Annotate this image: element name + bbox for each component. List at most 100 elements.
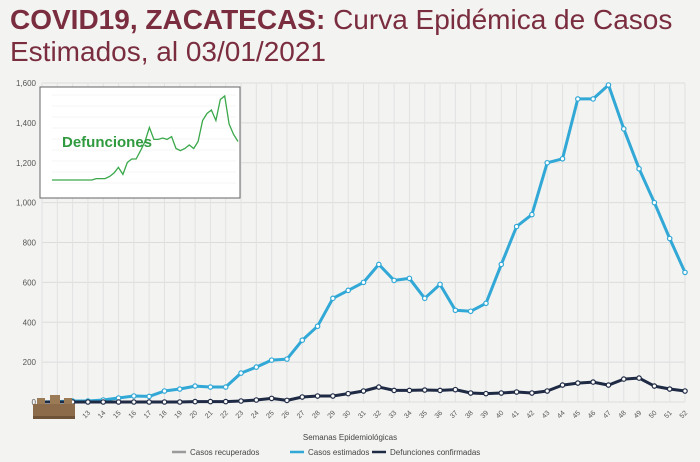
data-point (437, 281, 443, 288)
x-tick-label: 34 (403, 410, 414, 421)
data-point (222, 398, 229, 405)
x-tick-label: 18 (158, 410, 169, 421)
data-point (498, 261, 505, 268)
inset-grid (52, 94, 236, 184)
data-point (636, 165, 642, 172)
y-tick-label: 200 (23, 358, 37, 367)
data-point (498, 390, 505, 396)
x-tick-label: 52 (679, 410, 690, 421)
x-tick-label: 26 (281, 410, 292, 421)
x-tick-label: 33 (388, 410, 399, 421)
data-point (176, 386, 183, 392)
x-axis-label: Semanas Epidemiológicas (303, 433, 397, 442)
inset-defunciones-chart: Defunciones (39, 86, 241, 199)
data-point (360, 388, 367, 394)
data-point (406, 275, 413, 282)
x-tick-label: 40 (495, 410, 506, 421)
legend-label: Casos recuperados (190, 448, 259, 457)
data-point (391, 387, 397, 394)
data-point (620, 126, 627, 132)
data-point (467, 390, 474, 396)
y-tick-label: 1,400 (16, 119, 37, 128)
data-point (406, 387, 413, 394)
data-point (268, 357, 275, 363)
x-tick-label: 13 (82, 410, 93, 421)
x-tick-label: 48 (617, 410, 628, 421)
chart-series (39, 82, 688, 405)
data-point (452, 307, 459, 314)
data-point (636, 375, 642, 381)
data-point (284, 397, 290, 404)
x-tick-label: 22 (219, 410, 230, 421)
data-point (467, 308, 474, 315)
data-point (682, 388, 688, 394)
x-tick-label: 44 (556, 410, 567, 421)
y-tick-label: 0 (32, 398, 37, 407)
title-rest: Curva Epidémica de Casos Estimados, al 0… (10, 4, 673, 67)
inset-label: Defunciones (62, 134, 152, 151)
x-tick-label: 51 (663, 410, 674, 421)
data-point (268, 395, 275, 402)
y-tick-label: 400 (23, 318, 37, 327)
data-point (437, 387, 443, 394)
x-tick-label: 29 (327, 410, 338, 421)
x-tick-label: 45 (572, 410, 583, 421)
data-point (391, 277, 397, 284)
building-logo-icon (33, 395, 75, 419)
data-point (131, 399, 137, 405)
data-point (513, 223, 520, 230)
data-point (575, 380, 581, 386)
data-point (544, 388, 551, 394)
data-point (345, 390, 351, 397)
data-point (146, 393, 152, 400)
data-point (682, 269, 688, 276)
data-point (376, 384, 382, 390)
y-tick-label: 1,000 (16, 199, 37, 208)
y-tick-label: 1,200 (16, 159, 37, 168)
data-point (421, 295, 428, 302)
data-point (161, 399, 168, 405)
x-tick-label: 50 (648, 410, 659, 421)
data-point (590, 379, 596, 385)
data-point (314, 323, 321, 330)
x-tick-label: 28 (311, 410, 322, 421)
data-point (651, 383, 658, 389)
data-point (176, 399, 183, 405)
x-tick-label: 23 (235, 410, 246, 421)
x-tick-label: 32 (373, 410, 384, 421)
title-bold: COVID19, ZACATECAS: (10, 4, 326, 35)
data-point (666, 235, 673, 242)
data-point (222, 384, 229, 390)
data-point (253, 364, 260, 370)
data-point (529, 390, 535, 396)
data-point (559, 155, 566, 162)
page-title: COVID19, ZACATECAS: Curva Epidémica de C… (10, 4, 690, 68)
data-point (360, 279, 367, 286)
legend-label: Defunciones confirmadas (390, 448, 480, 457)
data-point (590, 96, 596, 102)
data-point (115, 399, 122, 405)
data-point (620, 376, 627, 382)
y-axis-ticks: 0 200 400 600 800 1,000 1,200 1,400 1,600 (16, 79, 37, 407)
x-tick-label: 19 (173, 410, 184, 421)
x-tick-label: 31 (357, 410, 368, 421)
data-point (376, 261, 382, 268)
data-point (330, 393, 336, 399)
data-point (529, 211, 535, 218)
data-point (544, 159, 551, 166)
data-point (651, 199, 658, 206)
chart-legend: Casos recuperados Casos estimados Defuncio… (172, 448, 480, 457)
data-point (666, 386, 673, 392)
data-point (421, 387, 428, 393)
x-tick-label: 15 (112, 410, 123, 421)
x-tick-label: 35 (418, 410, 429, 421)
data-point (238, 398, 244, 404)
data-point (161, 388, 168, 394)
data-point (192, 383, 198, 389)
x-tick-label: 38 (464, 410, 475, 421)
x-tick-label: 42 (526, 410, 537, 421)
y-tick-label: 800 (23, 239, 37, 248)
x-tick-label: 47 (602, 410, 613, 421)
x-tick-label: 14 (97, 410, 108, 421)
